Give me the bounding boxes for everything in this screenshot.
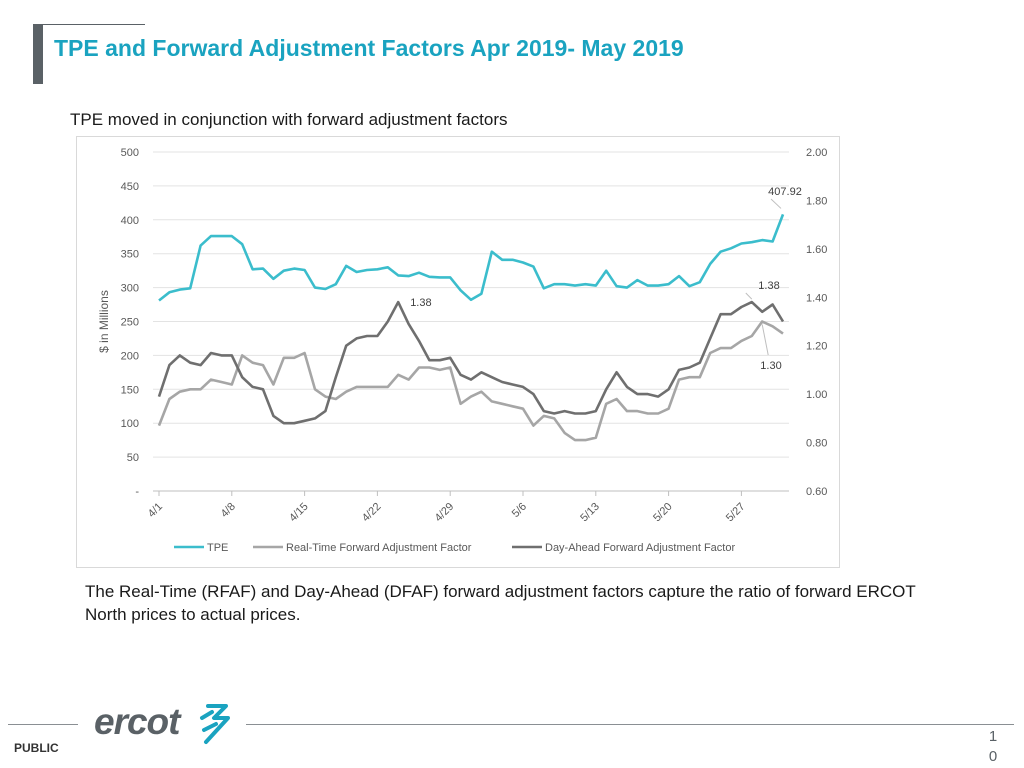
tpe-line bbox=[158, 213, 785, 302]
footer-divider-right bbox=[246, 724, 1014, 725]
annotation-label: 1.38 bbox=[758, 280, 779, 292]
y-tick-label: 150 bbox=[121, 384, 139, 396]
x-tick-label: 5/20 bbox=[651, 501, 675, 525]
footer-divider-left bbox=[8, 724, 78, 725]
x-tick-label: 4/15 bbox=[287, 501, 311, 525]
page-subtitle: TPE moved in conjunction with forward ad… bbox=[70, 110, 508, 129]
annotation-label: 1.38 bbox=[410, 297, 431, 309]
chart-container: - 50 100 150 200 250 300 350 400 450 500 0.60 0.80 1.… bbox=[76, 136, 840, 568]
y-tick-label: 100 bbox=[121, 418, 139, 430]
y2-tick-label: 1.20 bbox=[806, 341, 827, 353]
ercot-bolt-icon bbox=[200, 704, 230, 744]
ercot-logo: ercot bbox=[94, 701, 230, 744]
x-tick-label: 4/1 bbox=[146, 501, 165, 520]
legend-label: Day-Ahead Forward Adjustment Factor bbox=[545, 542, 735, 554]
y-axis-title: $ in Millions bbox=[97, 290, 111, 353]
page-title: TPE and Forward Adjustment Factors Apr 2… bbox=[54, 35, 684, 61]
legend-label: Real-Time Forward Adjustment Factor bbox=[286, 542, 472, 554]
annotation-label: 1.30 bbox=[760, 360, 781, 372]
x-tick-label: 4/29 bbox=[433, 501, 457, 525]
y2-tick-label: 0.60 bbox=[806, 486, 827, 498]
x-tick-label: 4/22 bbox=[360, 501, 384, 525]
tpe-faf-line-chart: - 50 100 150 200 250 300 350 400 450 500 0.60 0.80 1.… bbox=[97, 147, 827, 554]
annotation-leader bbox=[770, 198, 782, 209]
annotation-leader bbox=[745, 292, 753, 300]
x-tick-label: 5/6 bbox=[510, 501, 529, 520]
page-number: 10 bbox=[988, 728, 998, 765]
x-tick-label: 5/13 bbox=[578, 501, 602, 525]
y2-tick-label: 1.00 bbox=[806, 389, 827, 401]
x-tick-label: 4/8 bbox=[219, 501, 238, 520]
ercot-logo-wordmark: ercot bbox=[94, 701, 182, 742]
y2-tick-label: 2.00 bbox=[806, 147, 827, 159]
legend-label: TPE bbox=[207, 542, 228, 554]
annotation-leader bbox=[761, 324, 769, 356]
description-text: The Real-Time (RFAF) and Day-Ahead (DFAF… bbox=[85, 582, 916, 624]
y2-tick-label: 1.80 bbox=[806, 195, 827, 207]
annotation-label: 407.92 bbox=[768, 186, 802, 198]
y-tick-label: 250 bbox=[121, 317, 139, 329]
public-label: PUBLIC bbox=[14, 741, 59, 755]
y2-tick-label: 0.80 bbox=[806, 438, 827, 450]
y-tick-label: 350 bbox=[121, 249, 139, 261]
y-tick-label: - bbox=[135, 486, 139, 498]
y-tick-label: 200 bbox=[121, 350, 139, 362]
y-tick-label: 450 bbox=[121, 181, 139, 193]
y2-tick-label: 1.60 bbox=[806, 244, 827, 256]
title-top-line bbox=[43, 24, 145, 25]
y-tick-label: 300 bbox=[121, 283, 139, 295]
y-tick-label: 400 bbox=[121, 215, 139, 227]
rfaf-line bbox=[157, 320, 784, 442]
x-tick-label: 5/27 bbox=[724, 501, 748, 525]
y2-tick-label: 1.40 bbox=[806, 292, 827, 304]
dfaf-line bbox=[157, 300, 785, 425]
y-tick-label: 500 bbox=[121, 147, 139, 159]
y-tick-label: 50 bbox=[127, 452, 139, 464]
title-accent-bar bbox=[33, 24, 43, 84]
